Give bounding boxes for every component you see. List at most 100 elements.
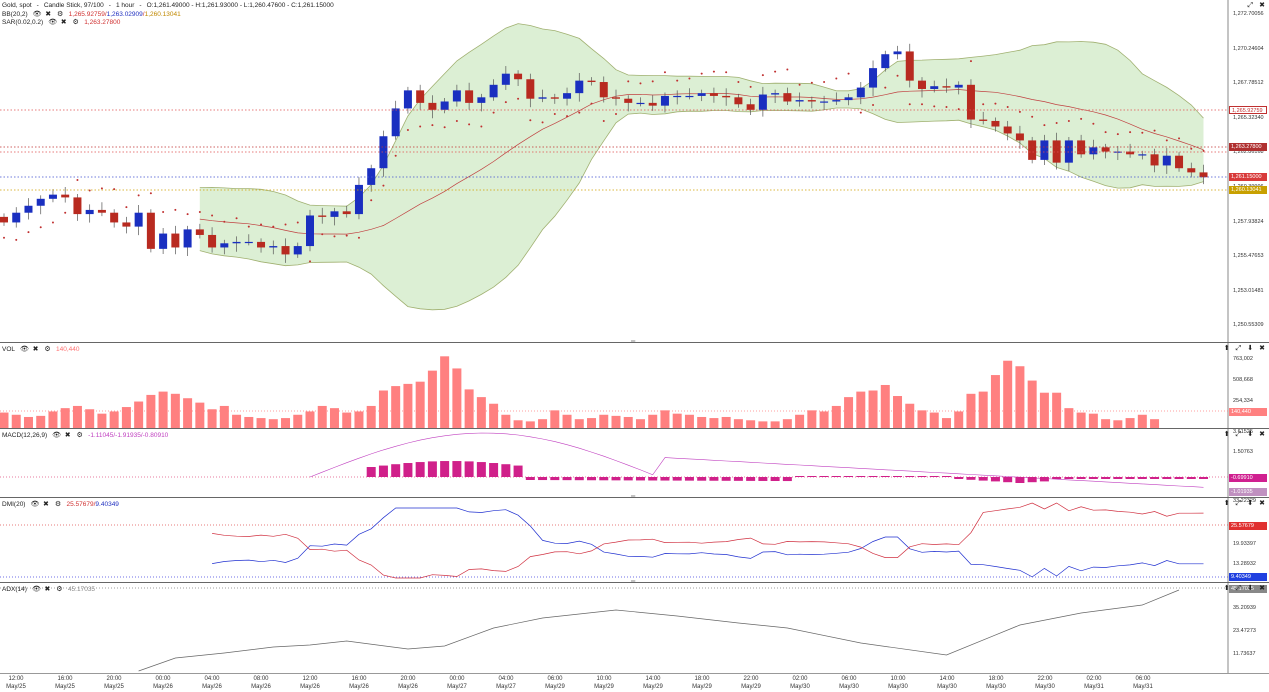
- volume-bar: [1113, 420, 1123, 428]
- macd-histogram-bar: [844, 476, 854, 477]
- pane-resize-grip[interactable]: ═: [631, 494, 636, 500]
- sar-dot: [125, 206, 128, 209]
- sar-dot: [492, 111, 495, 114]
- volume-bar: [23, 416, 33, 428]
- move-down-icon[interactable]: ⬇: [1247, 431, 1254, 438]
- gear-icon[interactable]: ⚙: [54, 501, 62, 508]
- close-pane-icon[interactable]: ✖: [1259, 431, 1265, 438]
- gear-icon[interactable]: ⚙: [44, 346, 51, 353]
- dmi-minus-line: [212, 502, 1204, 579]
- candle-body: [195, 229, 204, 235]
- close-icon[interactable]: ✖: [45, 11, 52, 18]
- time-axis-label: 12:00 May/25: [6, 676, 26, 690]
- expand-icon[interactable]: ⤢: [1235, 431, 1242, 438]
- macd-histogram-bar: [917, 476, 927, 477]
- close-icon[interactable]: ✖: [60, 19, 67, 26]
- volume-bar: [831, 405, 841, 428]
- eye-icon[interactable]: 👁: [32, 11, 42, 18]
- sar-dot: [394, 154, 397, 157]
- eye-icon[interactable]: 👁: [52, 432, 62, 439]
- volume-pane[interactable]: VOL 👁 ✖ ⚙ 140,440 ⬆ ⤢ ⬇ ✖ 763,002 508,668 2…: [0, 343, 1269, 428]
- eye-icon[interactable]: 👁: [20, 346, 29, 353]
- macd-pane[interactable]: MACD(12,26,9) 👁 ✖ ⚙ -1.11045/-1.91935/-0…: [0, 429, 1269, 497]
- sar-dot: [578, 111, 581, 114]
- macd-histogram-bar: [697, 477, 707, 481]
- move-down-icon[interactable]: ⬇: [1247, 345, 1254, 352]
- price-pane[interactable]: Gold, spot - Candle Stick, 97/100 - 1 ho…: [0, 0, 1269, 342]
- move-up-icon[interactable]: ⬆: [1223, 431, 1230, 438]
- pane-resize-grip[interactable]: ═: [631, 339, 636, 345]
- price-chart[interactable]: [0, 0, 1269, 342]
- sar-dot: [1092, 122, 1095, 125]
- volume-bar: [1039, 392, 1049, 428]
- volume-bar: [599, 414, 609, 428]
- volume-bar: [1137, 414, 1147, 428]
- move-down-icon[interactable]: ⬇: [1247, 500, 1254, 507]
- close-pane-icon[interactable]: ✖: [1259, 2, 1265, 9]
- macd-histogram-bar: [831, 476, 841, 477]
- sar-dot: [100, 187, 103, 190]
- volume-bar: [978, 391, 988, 428]
- expand-icon[interactable]: ⤢: [1235, 585, 1242, 592]
- candle-body: [918, 80, 926, 89]
- gear-icon[interactable]: ⚙: [56, 586, 63, 593]
- eye-icon[interactable]: 👁: [31, 586, 41, 593]
- macd-tag-2: -1.01935: [1229, 488, 1267, 496]
- dmi-axis-2: 19.93397: [1233, 541, 1256, 547]
- close-icon[interactable]: ✖: [32, 346, 39, 353]
- sar-name: SAR(0.02,0.2): [2, 19, 44, 26]
- sar-dot: [321, 233, 324, 236]
- vol-pane-tools: ⬆ ⤢ ⬇ ✖: [1224, 345, 1265, 353]
- sar-dot: [1202, 149, 1205, 152]
- close-icon[interactable]: ✖: [43, 501, 49, 508]
- eye-icon[interactable]: 👁: [48, 19, 58, 26]
- candle-body: [1064, 140, 1073, 163]
- move-down-icon[interactable]: ⬇: [1247, 585, 1254, 592]
- candle-body: [1040, 140, 1049, 160]
- adx-chart: [0, 583, 1229, 673]
- price-axis-label: 1,253.01481: [1233, 287, 1264, 294]
- macd-chart: [0, 429, 1229, 497]
- volume-bar: [415, 381, 425, 428]
- sar-dot: [602, 119, 605, 122]
- gear-icon[interactable]: ⚙: [76, 432, 83, 439]
- volume-bar: [880, 384, 890, 428]
- candle-body: [440, 101, 449, 110]
- candle-body: [954, 84, 963, 88]
- expand-icon[interactable]: ⤢: [1235, 500, 1242, 507]
- candle-body: [1015, 133, 1024, 141]
- close-icon[interactable]: ✖: [44, 586, 51, 593]
- instrument-header: Gold, spot - Candle Stick, 97/100 - 1 ho…: [2, 2, 334, 9]
- move-up-icon[interactable]: ⬆: [1223, 500, 1230, 507]
- close-pane-icon[interactable]: ✖: [1259, 500, 1265, 507]
- pane-resize-grip[interactable]: ═: [631, 579, 636, 585]
- move-up-icon[interactable]: ⬆: [1223, 345, 1230, 352]
- time-axis-label: 08:00 May/26: [251, 676, 271, 690]
- adx-pane[interactable]: ADX(14) 👁 ✖ ⚙ 45.17035 ⬆ ⤢ ⬇ ✖ 35.20939 23.…: [0, 583, 1269, 673]
- candle-body: [244, 241, 253, 244]
- candle-body: [1003, 126, 1012, 134]
- close-pane-icon[interactable]: ✖: [1259, 585, 1265, 592]
- dmi-pane[interactable]: DMI(20) 👁 ✖ ⚙ 25.57679/9.40349 ⬆ ⤢ ⬇ ✖ 33.2…: [0, 498, 1269, 582]
- eye-icon[interactable]: 👁: [30, 501, 40, 508]
- gear-icon[interactable]: ⚙: [72, 19, 79, 26]
- move-up-icon[interactable]: ⬆: [1223, 585, 1230, 592]
- volume-bar: [709, 418, 719, 428]
- sar-dot: [847, 72, 850, 75]
- volume-bar: [905, 403, 915, 428]
- sar-dot: [884, 86, 887, 89]
- sar-dot: [774, 70, 777, 73]
- candle-body: [36, 198, 45, 206]
- expand-icon[interactable]: ⤢: [1247, 2, 1254, 9]
- candle-body: [159, 233, 168, 249]
- close-pane-icon[interactable]: ✖: [1259, 345, 1265, 352]
- volume-bar: [819, 411, 829, 428]
- volume-bar: [1003, 360, 1013, 428]
- sar-dot: [284, 223, 287, 226]
- gear-icon[interactable]: ⚙: [57, 11, 64, 18]
- adx-line: [138, 589, 1180, 672]
- sar-dot: [688, 77, 691, 80]
- close-icon[interactable]: ✖: [64, 432, 71, 439]
- macd-histogram-bar: [1199, 477, 1209, 479]
- expand-icon[interactable]: ⤢: [1235, 345, 1242, 352]
